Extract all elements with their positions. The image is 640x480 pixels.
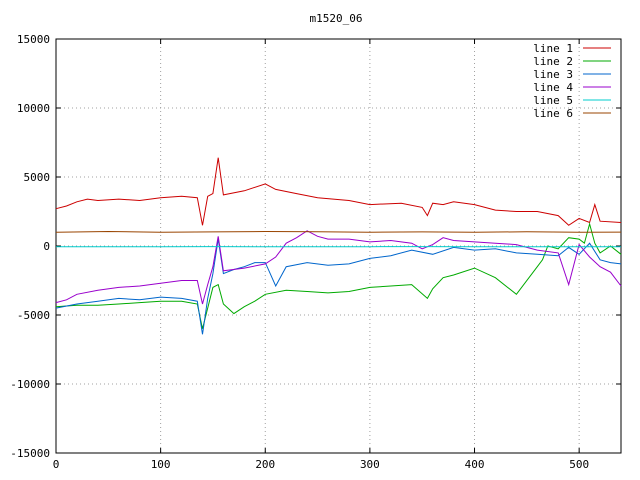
legend-label-2: line 2 <box>533 55 573 68</box>
x-tick-label: 100 <box>151 458 171 471</box>
series-line-1 <box>55 157 622 226</box>
x-tick-label: 0 <box>53 458 60 471</box>
y-tick-label: -15000 <box>10 447 50 460</box>
y-tick-label: 5000 <box>24 171 51 184</box>
legend-label-4: line 4 <box>533 81 573 94</box>
legend-label-6: line 6 <box>533 107 573 120</box>
legend-label-3: line 3 <box>533 68 573 81</box>
x-tick-label: 400 <box>465 458 485 471</box>
series-line-6 <box>55 230 622 233</box>
y-tick-label: 0 <box>43 240 50 253</box>
y-tick-label: -5000 <box>17 309 50 322</box>
series-layer <box>55 157 622 335</box>
y-tick-label: 10000 <box>17 102 50 115</box>
chart-title: m1520_06 <box>310 12 363 25</box>
x-tick-label: 500 <box>569 458 589 471</box>
x-tick-label: 300 <box>360 458 380 471</box>
y-tick-label: 15000 <box>17 33 50 46</box>
legend-label-1: line 1 <box>533 42 573 55</box>
y-tick-label: -10000 <box>10 378 50 391</box>
grid-layer <box>56 39 621 453</box>
axes-layer: 0 100 200 300 400 500 15000 10000 5000 0 -5000 -100… <box>10 33 622 471</box>
series-line-4 <box>55 230 622 305</box>
legend-label-5: line 5 <box>533 94 573 107</box>
series-line-2 <box>55 221 622 329</box>
x-tick-label: 200 <box>255 458 275 471</box>
series-line-3 <box>55 239 622 335</box>
